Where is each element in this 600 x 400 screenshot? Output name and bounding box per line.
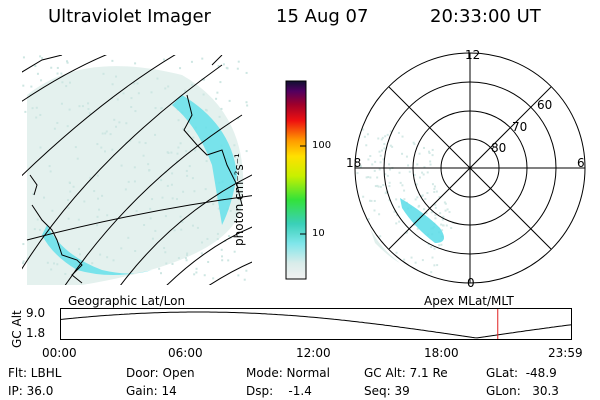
- colorbar: [285, 80, 307, 280]
- x-label-0000: 00:00: [42, 346, 77, 360]
- x-label-2359: 23:59: [548, 346, 583, 360]
- mlt-label-18: 18: [346, 156, 362, 170]
- geographic-caption: Geographic Lat/Lon: [68, 294, 186, 308]
- mode-info: Mode: Normal: [246, 366, 330, 380]
- dsp-info: Dsp: -1.4: [246, 384, 312, 398]
- mlt-label-12: 12: [465, 48, 481, 62]
- gain-info: Gain: 14: [126, 384, 177, 398]
- seq-info: Seq: 39: [364, 384, 410, 398]
- apex-caption: Apex MLat/MLT: [424, 294, 514, 308]
- colorbar-tick-10: 10: [312, 228, 325, 239]
- app-title: Ultraviolet Imager: [48, 6, 211, 27]
- gc-alt-info: GC Alt: 7.1 Re: [364, 366, 448, 380]
- colorbar-label: photon cm⁻²s⁻¹: [232, 153, 246, 246]
- altitude-plot: [60, 308, 572, 340]
- x-label-1800: 18:00: [424, 346, 459, 360]
- glon-info: GLon: 30.3: [486, 384, 559, 398]
- filter-info: Flt: LBHL: [8, 366, 62, 380]
- mlat-label-70: 70: [512, 120, 528, 134]
- alt-max-label: 9.0: [26, 306, 46, 320]
- door-info: Door: Open: [126, 366, 195, 380]
- ip-info: IP: 36.0: [8, 384, 54, 398]
- glat-info: GLat: -48.9: [486, 366, 557, 380]
- mlat-label-80: 80: [491, 141, 507, 155]
- mlat-label-60: 60: [537, 98, 553, 112]
- alt-min-label: 1.8: [26, 326, 46, 340]
- colorbar-tick-100: 100: [312, 140, 332, 151]
- x-label-0600: 06:00: [168, 346, 203, 360]
- x-label-1200: 12:00: [296, 346, 331, 360]
- mlt-label-6: 6: [577, 156, 585, 170]
- mlt-label-0: 0: [467, 276, 475, 290]
- date-label: 15 Aug 07: [276, 6, 369, 27]
- geographic-map: [22, 55, 252, 285]
- polar-plot: [354, 52, 586, 284]
- time-label: 20:33:00 UT: [430, 6, 541, 27]
- gc-alt-axis-label: GC Alt: [10, 310, 24, 348]
